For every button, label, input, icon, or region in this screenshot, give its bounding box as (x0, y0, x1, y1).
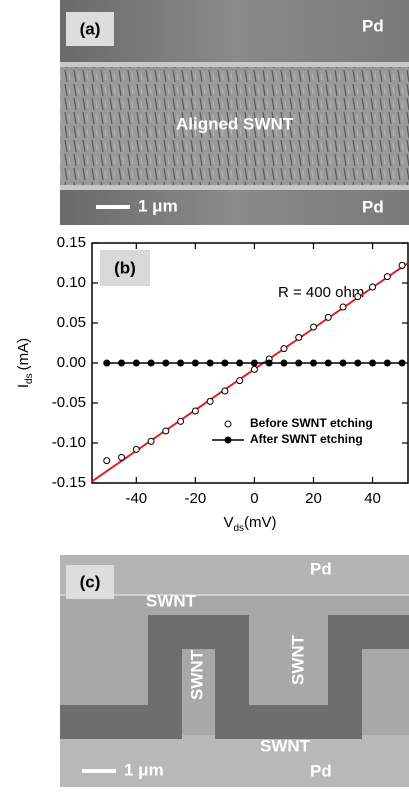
x-label-sub: ds (233, 523, 244, 534)
panel-c: (c) Pd Pd SWNT SWNT SWNT SWNT 1 μm (60, 555, 409, 787)
data-point (118, 359, 126, 367)
y-tick-label: 0.15 (57, 234, 86, 251)
etched-trench (60, 615, 409, 739)
data-point (191, 407, 199, 415)
electrode-label: Pd (310, 761, 332, 780)
data-point (324, 359, 332, 367)
data-point (191, 359, 199, 367)
data-point (309, 323, 317, 331)
channel-label: SWNT (146, 591, 197, 610)
electrode-label: Pd (362, 16, 384, 35)
data-point (265, 359, 273, 367)
y-tick-label: 0.10 (57, 274, 86, 291)
y-tick-label: -0.15 (52, 474, 86, 491)
data-point (398, 261, 406, 269)
edge (60, 185, 409, 190)
x-tick-label: -20 (185, 490, 207, 507)
x-tick-label: 20 (305, 490, 322, 507)
data-point (383, 273, 391, 281)
data-point (147, 437, 155, 445)
panel-a: (a) Pd Pd Aligned SWNT 1 μm (60, 0, 409, 225)
data-point (103, 457, 111, 465)
data-point (250, 359, 258, 367)
data-point (295, 359, 303, 367)
label-box (66, 565, 114, 599)
legend-label: Before SWNT etching (250, 416, 373, 430)
fit-line (91, 262, 409, 483)
x-label-unit: (mV) (244, 514, 277, 531)
y-tick-label: -0.10 (52, 434, 86, 451)
x-tick-label: 40 (364, 490, 381, 507)
data-point (324, 313, 332, 321)
data-point (206, 397, 214, 405)
annotation: R = 400 ohm (278, 284, 364, 301)
legend-label: After SWNT etching (250, 432, 363, 446)
y-label-unit: (mA) (15, 338, 32, 371)
scale-label: 1 μm (138, 196, 178, 215)
x-tick-label: -40 (125, 490, 147, 507)
x-label-main: V (223, 514, 233, 531)
swnt-region (60, 67, 409, 185)
data-point (132, 359, 140, 367)
data-point (354, 359, 362, 367)
data-point (206, 359, 214, 367)
edge (60, 62, 409, 67)
data-point (250, 365, 258, 373)
data-point (280, 345, 288, 353)
legend-marker (224, 436, 232, 444)
data-point (221, 387, 229, 395)
channel-label: SWNT (187, 649, 206, 700)
electrode (60, 555, 409, 595)
data-point (103, 359, 111, 367)
y-tick-label: 0.00 (57, 354, 86, 371)
channel-label: SWNT (260, 736, 311, 755)
y-label-sub: ds (24, 373, 35, 384)
data-point (369, 359, 377, 367)
electrode-label: Pd (310, 559, 332, 578)
data-point (339, 303, 347, 311)
data-point (118, 453, 126, 461)
x-tick-label: 0 (250, 490, 258, 507)
legend-marker (224, 420, 232, 428)
data-point (398, 359, 406, 367)
data-point (280, 359, 288, 367)
data-point (295, 333, 303, 341)
data-point (309, 359, 317, 367)
region-label: Aligned SWNT (176, 114, 294, 133)
data-point (177, 359, 185, 367)
data-point (236, 359, 244, 367)
data-point (236, 377, 244, 385)
data-point (383, 359, 391, 367)
panel-label: (c) (80, 572, 101, 591)
channel-label: SWNT (288, 634, 307, 685)
panel-label: (a) (80, 19, 101, 38)
electrode-label: Pd (362, 197, 384, 216)
data-point (369, 283, 377, 291)
data-point (162, 359, 170, 367)
electrode (60, 735, 409, 787)
panel-label: (b) (114, 258, 136, 277)
label-box (66, 12, 114, 46)
y-tick-label: -0.05 (52, 394, 86, 411)
y-tick-label: 0.05 (57, 314, 86, 331)
data-point (221, 359, 229, 367)
data-point (177, 417, 185, 425)
data-point (354, 293, 362, 301)
y-axis-label: Ids (mA) (15, 338, 35, 388)
data-point (132, 445, 140, 453)
y-label-main: I (15, 384, 32, 388)
data-point (339, 359, 347, 367)
label-box (100, 250, 150, 286)
scale-label: 1 μm (124, 760, 164, 779)
data-point (162, 427, 170, 435)
x-axis-label: Vds(mV) (223, 514, 276, 534)
panel-b: (b) R = 400 ohm Vds(mV) Ids(mA) -40 -20 0 2… (15, 234, 409, 534)
data-point (147, 359, 155, 367)
